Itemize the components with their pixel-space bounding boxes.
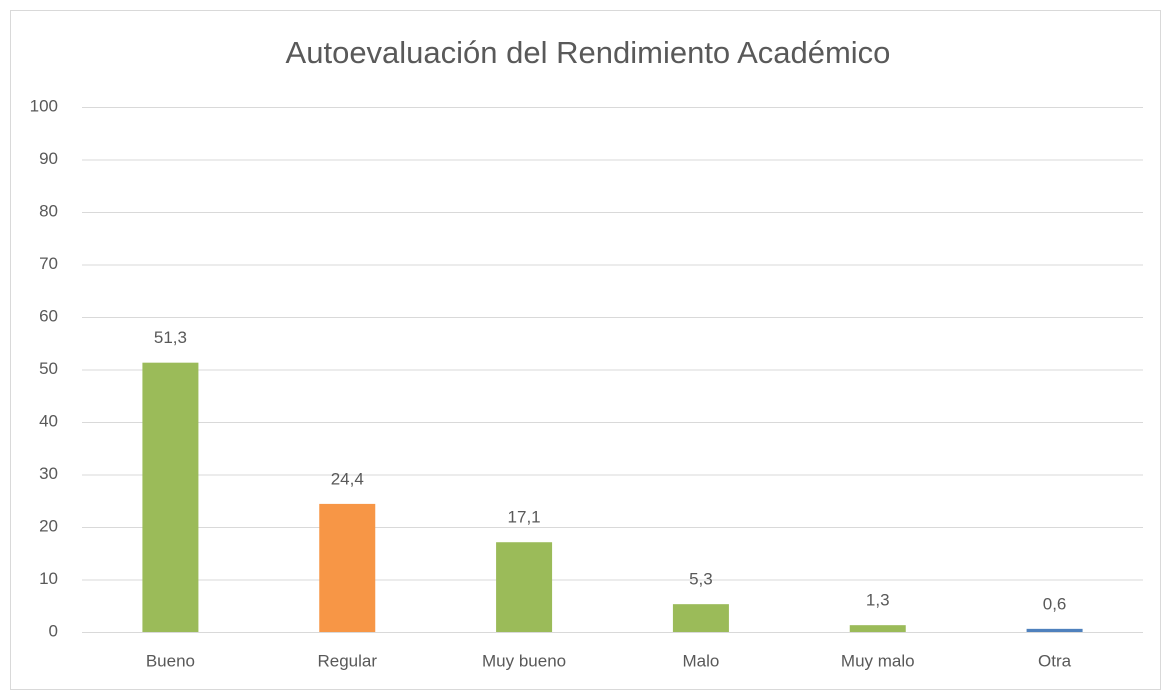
x-tick-label: Bueno	[146, 651, 195, 670]
bar	[1026, 628, 1083, 632]
x-tick-label: Muy bueno	[482, 651, 566, 670]
y-tick-label: 60	[39, 306, 58, 325]
y-tick-label: 100	[30, 96, 58, 115]
data-label: 24,4	[331, 469, 364, 488]
bar	[496, 542, 553, 632]
y-tick-label: 50	[39, 359, 58, 378]
x-tick-label: Malo	[682, 651, 719, 670]
x-tick-label: Otra	[1038, 651, 1072, 670]
x-tick-label: Muy malo	[841, 651, 915, 670]
chart-border	[10, 10, 1161, 690]
x-tick-label: Regular	[317, 651, 377, 670]
y-tick-label: 0	[49, 621, 58, 640]
data-label: 17,1	[508, 508, 541, 527]
data-label: 5,3	[689, 570, 713, 589]
y-tick-label: 80	[39, 201, 58, 220]
y-tick-label: 30	[39, 464, 58, 483]
data-label: 51,3	[154, 328, 187, 347]
y-tick-label: 20	[39, 516, 58, 535]
y-tick-label: 90	[39, 149, 58, 168]
y-tick-label: 10	[39, 569, 58, 588]
bar	[849, 625, 906, 632]
y-tick-label: 40	[39, 411, 58, 430]
data-label: 0,6	[1043, 594, 1067, 613]
chart-title: Autoevaluación del Rendimiento Académico	[286, 35, 891, 70]
bar	[672, 604, 729, 632]
bar	[319, 503, 376, 632]
y-tick-label: 70	[39, 254, 58, 273]
bar	[142, 362, 199, 632]
data-label: 1,3	[866, 591, 890, 610]
